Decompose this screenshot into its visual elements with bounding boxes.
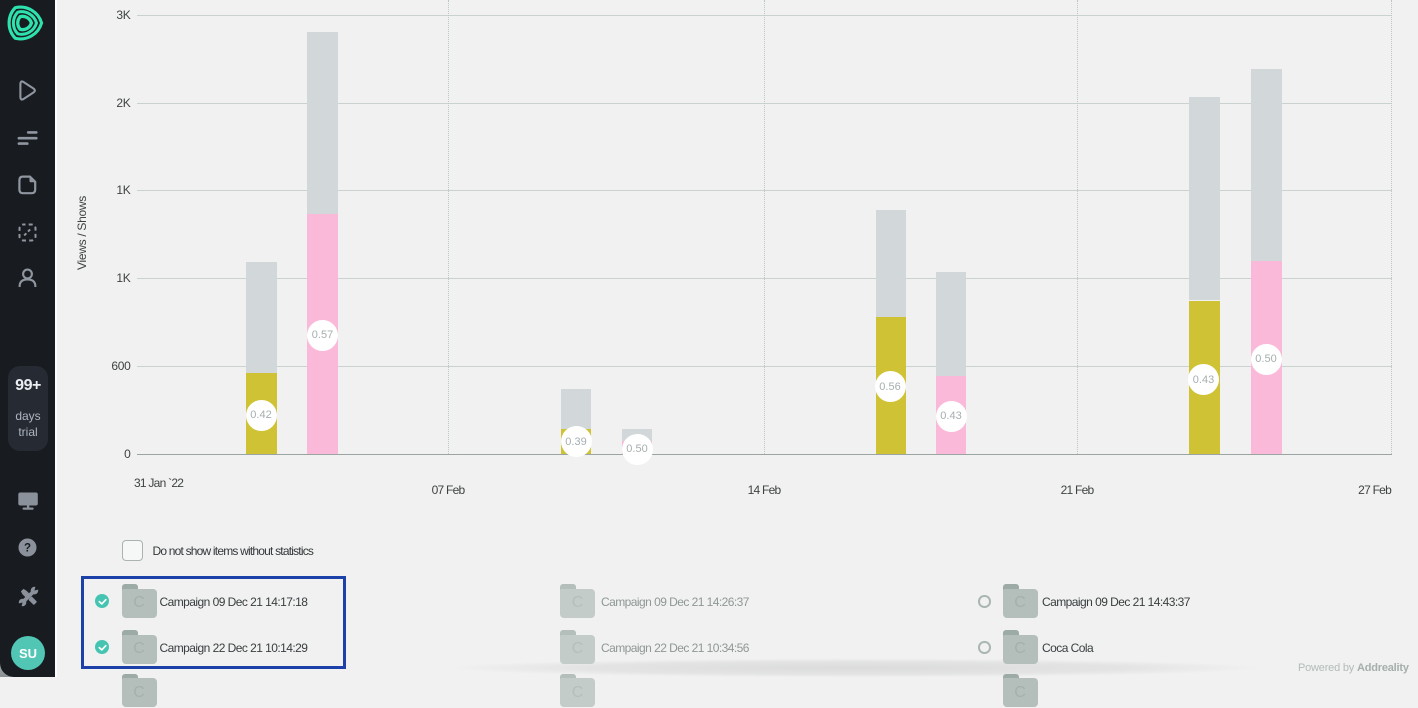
svg-text:?: ? <box>24 543 31 555</box>
